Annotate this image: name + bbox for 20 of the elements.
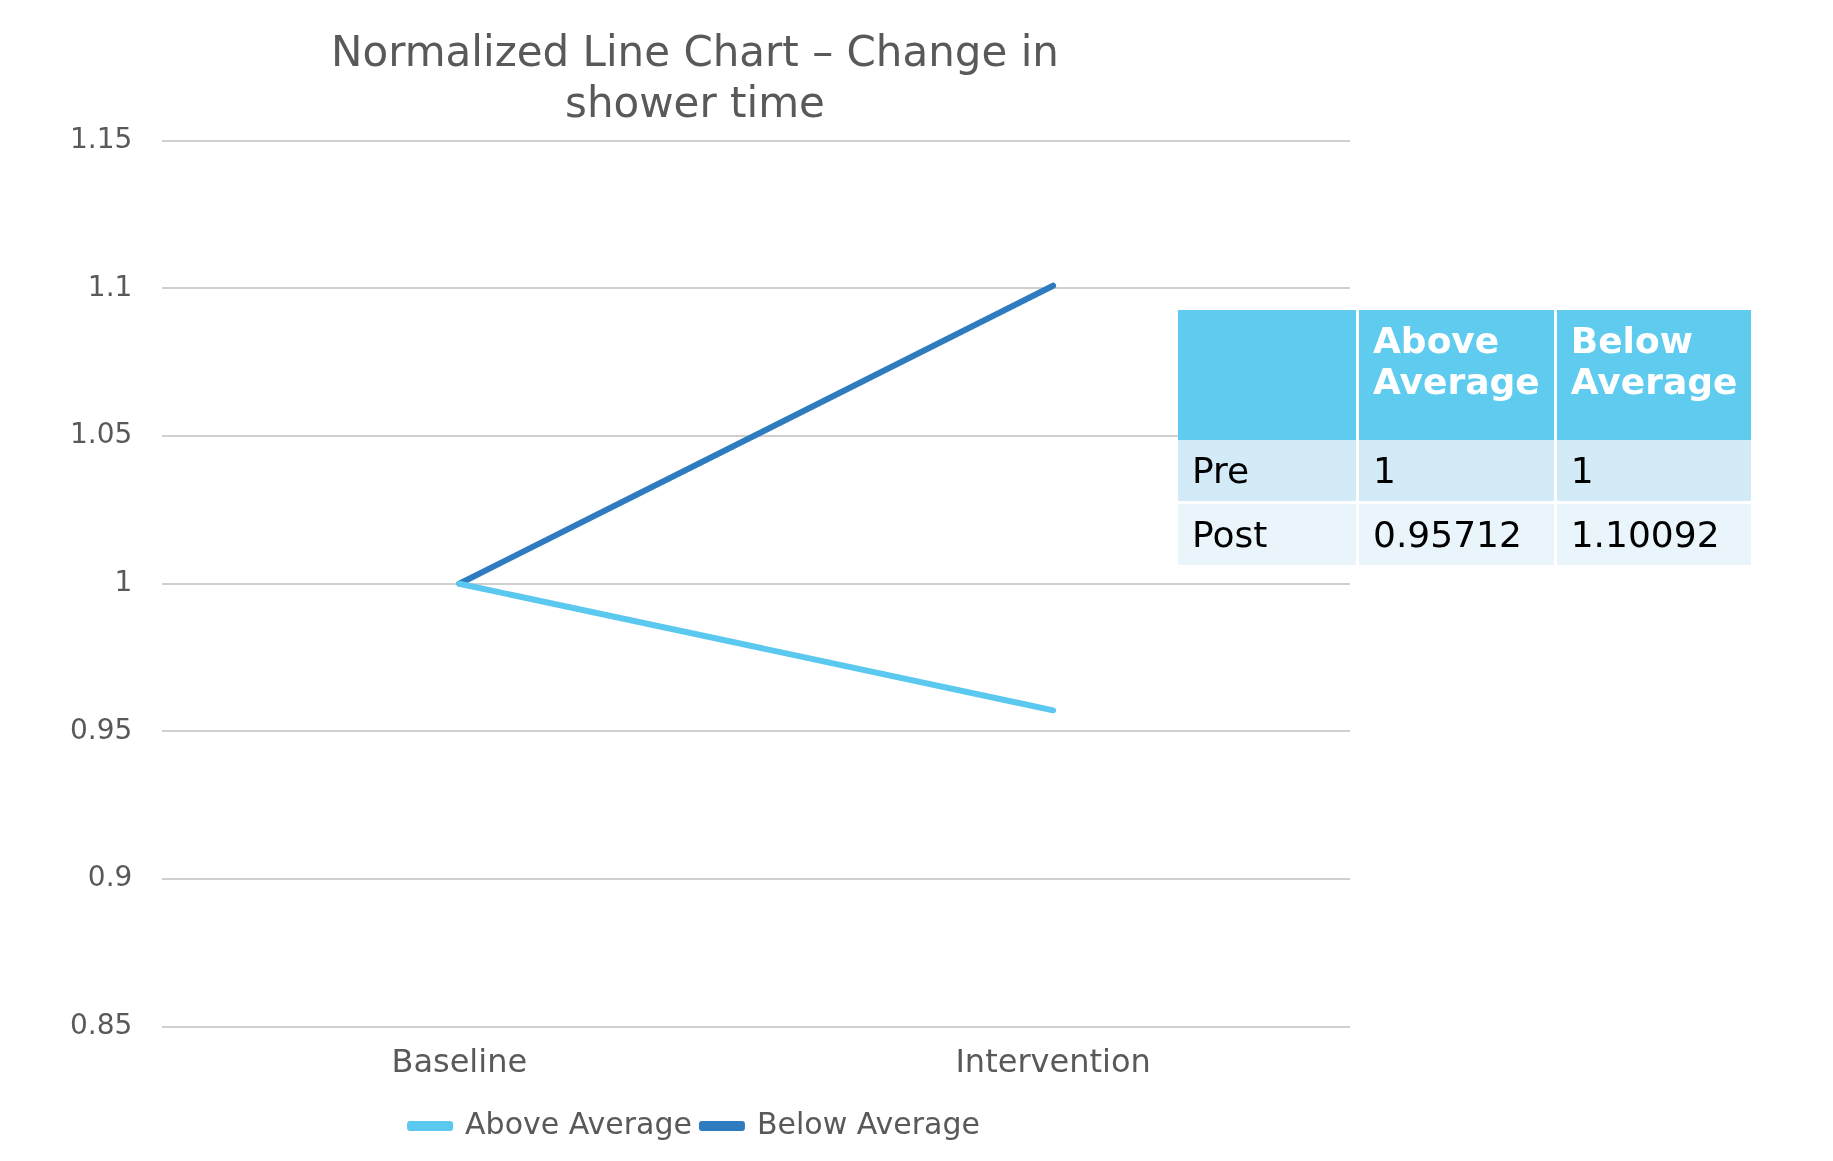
x-tick-label: Intervention	[955, 1042, 1151, 1081]
text: Below Average	[1570, 320, 1738, 402]
y-tick-label: 1.05	[70, 417, 133, 451]
text: Above Average	[1373, 320, 1540, 402]
y-tick-label: 1.1	[87, 269, 133, 303]
chart-title: Normalized Line Chart – Change in shower time	[331, 27, 1059, 127]
legend-label: Above Average	[465, 1105, 692, 1141]
y-tick-label: 0.85	[70, 1007, 133, 1041]
x-tick-label: Baseline	[391, 1042, 528, 1081]
y-tick-label: 1	[114, 564, 133, 598]
annotation: Post	[1178, 504, 1356, 565]
legend-label: Below Average	[756, 1105, 980, 1141]
text: 1	[1570, 450, 1594, 491]
y-tick-label: 0.9	[87, 860, 133, 894]
text: 0.95712	[1373, 514, 1522, 555]
text: 1.10092	[1570, 514, 1720, 555]
y-tick-label: 1.15	[70, 122, 133, 156]
text: 1	[1373, 450, 1396, 491]
y-tick-label: 0.95	[70, 712, 133, 746]
annotation: Pre	[1178, 440, 1356, 504]
